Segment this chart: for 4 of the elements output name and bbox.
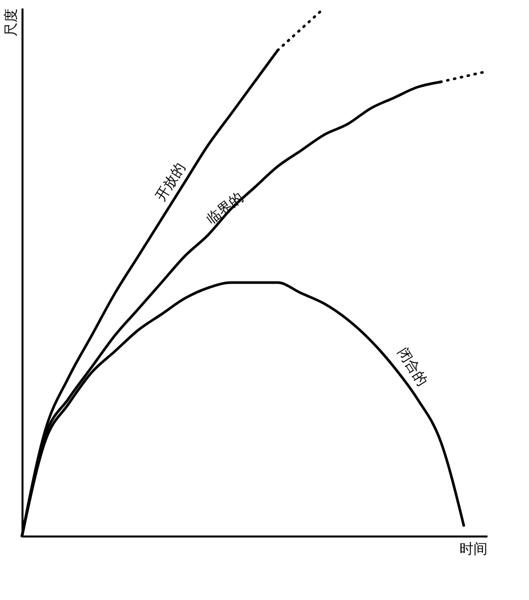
text: 闭合的: [394, 344, 430, 390]
y-axis-title: 尺度: [4, 8, 20, 36]
x-axis-title: 时间: [460, 542, 488, 558]
text: 开放的: [152, 160, 189, 204]
